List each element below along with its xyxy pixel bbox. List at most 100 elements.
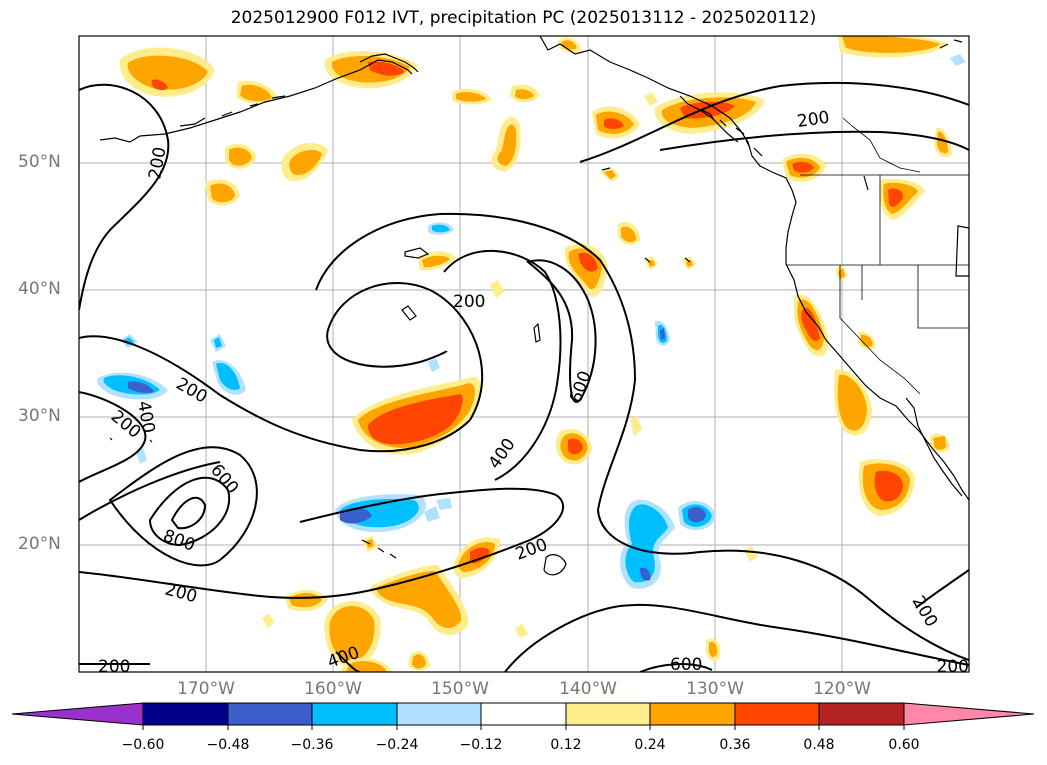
colorbar-tick-label: −0.12: [459, 737, 503, 753]
ivt-contour-800: [170, 496, 207, 530]
ivt-contour-label: 600: [670, 655, 702, 675]
precip-positive-patch: [352, 376, 481, 455]
precip-negative-patch: [335, 494, 426, 532]
ivt-contour-label: 200: [98, 657, 130, 677]
lon-label-170w: 170°W: [177, 679, 235, 699]
precip-positive-patch: [236, 80, 278, 104]
ivt-contour-200: [579, 81, 969, 163]
colorbar-tick-label: 0.12: [550, 737, 582, 753]
precip-positive-patch: [418, 251, 456, 271]
ivt-contour-label: 200: [908, 593, 942, 631]
precip-positive-patch: [879, 178, 925, 220]
ivt-contour-400: [108, 446, 258, 567]
ivt-contour-200: [79, 487, 565, 599]
lon-label-130w: 130°W: [686, 679, 744, 699]
ivt-contour-label: 800: [160, 526, 197, 556]
precip-positive-patch: [564, 243, 608, 297]
ivt-contour-label: 200: [163, 580, 200, 608]
precip-positive-patch: [555, 428, 592, 465]
precip-negative-patch: [212, 360, 246, 395]
ivt-contour-label: 200: [173, 374, 211, 408]
precip-positive-patch: [654, 92, 765, 134]
precip-positive-patch: [324, 50, 418, 89]
colorbar-bin: [311, 702, 398, 726]
precip-negative-patch: [424, 222, 454, 522]
ivt-contour-600: [639, 663, 713, 672]
colorbar-tick-label: −0.36: [290, 737, 334, 753]
precip-positive-patch: [838, 36, 948, 58]
lon-label-150w: 150°W: [431, 679, 489, 699]
precip-positive-patch: [618, 221, 640, 245]
precip-positive-patch: [205, 179, 240, 206]
colorbar-tick-label: 0.60: [888, 737, 920, 753]
precip-positive-patch: [491, 116, 521, 172]
ivt-contour-label: 200: [513, 535, 550, 565]
precip-positive-patch: [706, 638, 721, 661]
colorbar-tick-label: 0.24: [634, 737, 666, 753]
ivt-contour-label: 200: [937, 657, 969, 677]
ivt-contour-label: 600: [206, 460, 242, 498]
colorbar-bin: [734, 702, 820, 726]
ivt-contour-200: [315, 212, 969, 661]
colorbar-extend-max: [903, 702, 1035, 726]
coastlines: [99, 36, 969, 576]
precip-negative-patch: [97, 372, 168, 400]
precip-positive-patch: [510, 84, 540, 102]
ivt-contour-200: [659, 130, 969, 151]
colorbar-extend-min: [11, 702, 144, 726]
ivt-contour-200: [504, 603, 969, 672]
precip-positive-patch: [262, 92, 946, 638]
precip-positive-patch: [592, 106, 640, 139]
precip-positive-patch: [833, 369, 872, 436]
ivt-contour-label: 200: [145, 145, 170, 180]
lat-label-50n: 50°N: [18, 152, 61, 172]
colorbar-bin: [142, 702, 229, 726]
ivt-contour-200: [79, 83, 170, 311]
precip-positive-patch: [370, 565, 469, 636]
ivt-contour-label: 200: [796, 108, 831, 132]
ivt-contour-200: [79, 461, 221, 521]
ivt-contour-label: 200: [453, 292, 485, 312]
colorbar-bin: [227, 702, 313, 726]
precip-positive-patch: [793, 294, 829, 357]
ivt-contour-400: [79, 391, 147, 483]
lon-label-120w: 120°W: [813, 679, 871, 699]
colorbar-tick-label: −0.48: [206, 737, 250, 753]
ivt-contour-200: [79, 335, 471, 453]
colorbar-bin: [480, 702, 567, 726]
precip-positive-patch: [934, 127, 952, 158]
colorbar-tick-label: 0.48: [803, 737, 835, 753]
precip-positive-patch: [225, 143, 256, 169]
precip-positive-patch: [858, 458, 915, 516]
lat-label-20n: 20°N: [18, 534, 61, 554]
precip-negative-patch: [655, 320, 670, 346]
ivt-contour-200: [326, 282, 484, 421]
map-frame: [78, 35, 970, 673]
colorbar-bin: [649, 702, 736, 726]
colorbar: [11, 702, 1035, 730]
ivt-contour-400: [443, 250, 562, 481]
colorbar-bin: [818, 702, 905, 726]
lat-label-30n: 30°N: [18, 406, 61, 426]
precip-positive-patch: [782, 153, 826, 182]
precip-positive-patch: [285, 589, 328, 612]
ivt-contours: [79, 81, 969, 672]
colorbar-tick-label: 0.36: [719, 737, 751, 753]
precip-positive-patch: [858, 331, 876, 350]
precip-positive-patch: [119, 47, 215, 97]
lon-label-160w: 160°W: [304, 679, 362, 699]
colorbar-tick-label: −0.24: [375, 737, 419, 753]
precip-positive-patch: [324, 600, 381, 668]
map-title: 2025012900 F012 IVT, precipitation PC (2…: [230, 8, 817, 28]
precip-negative-patch: [678, 501, 716, 531]
political-borders: [786, 117, 969, 395]
precip-positive-patch: [281, 143, 328, 182]
precip-negative-patch: [620, 499, 675, 589]
precip-positive-patch: [453, 537, 500, 578]
colorbar-bin: [565, 702, 651, 726]
colorbar-bin: [396, 702, 482, 726]
colorbar-tick-label: −0.60: [121, 737, 165, 753]
ivt-contour-200: [915, 569, 969, 609]
lat-label-40n: 40°N: [18, 279, 61, 299]
